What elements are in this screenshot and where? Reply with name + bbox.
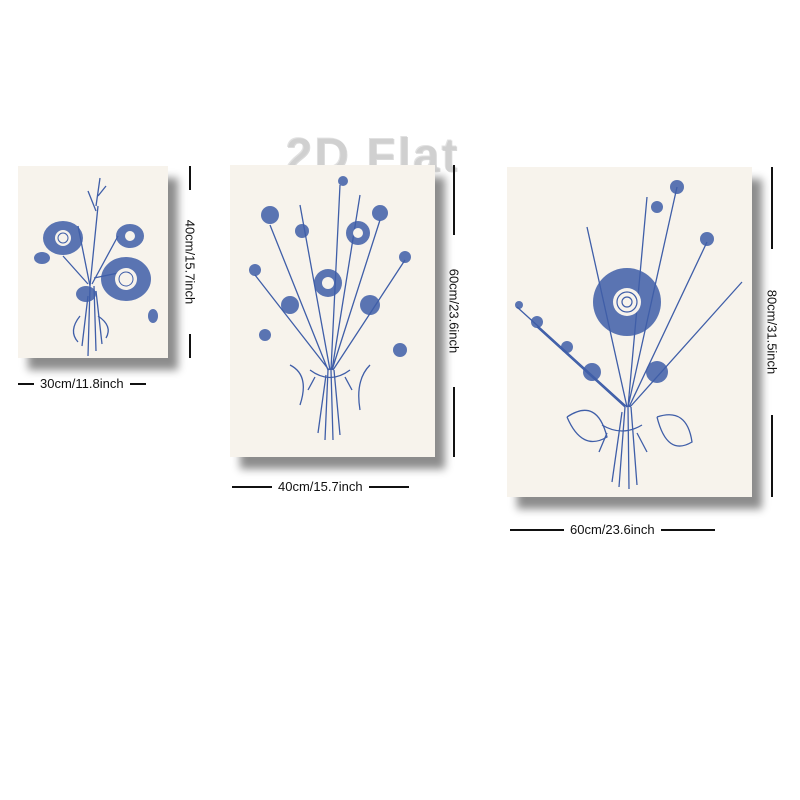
width-label-large: 60cm/23.6inch — [570, 522, 655, 537]
canvas-print-medium — [230, 165, 435, 457]
dimension-line — [453, 387, 455, 457]
canvas-print-large — [507, 167, 752, 497]
dimension-width-large: 60cm/23.6inch — [510, 522, 715, 537]
height-label-large: 80cm/31.5inch — [764, 289, 780, 375]
floral-bouquet-illustration-medium — [249, 176, 411, 441]
dimension-width-small: 30cm/11.8inch — [18, 376, 146, 391]
canvas-print-small — [18, 166, 168, 358]
dimension-height-large: 80cm/31.5inch — [762, 167, 782, 497]
width-label-small: 30cm/11.8inch — [40, 376, 124, 391]
dimension-line — [189, 334, 191, 358]
dimension-line — [771, 415, 773, 497]
height-label-small: 40cm/15.7inch — [182, 219, 198, 305]
dimension-line — [189, 166, 191, 190]
dimension-line — [660, 528, 715, 531]
dimension-line — [453, 165, 455, 235]
width-label-medium: 40cm/15.7inch — [278, 479, 363, 494]
dimension-line — [771, 167, 773, 249]
height-label-medium: 60cm/23.6inch — [446, 268, 462, 354]
dimension-line — [232, 485, 272, 488]
dimension-height-small: 40cm/15.7inch — [180, 166, 200, 358]
dimension-line — [129, 382, 146, 385]
floral-bouquet-illustration-large — [515, 180, 743, 490]
dimension-width-medium: 40cm/15.7inch — [232, 479, 409, 494]
dimension-line — [18, 382, 34, 385]
floral-bouquet-illustration-small — [34, 177, 158, 357]
dimension-line — [510, 528, 564, 531]
dimension-height-medium: 60cm/23.6inch — [444, 165, 464, 457]
dimension-line — [368, 485, 409, 488]
